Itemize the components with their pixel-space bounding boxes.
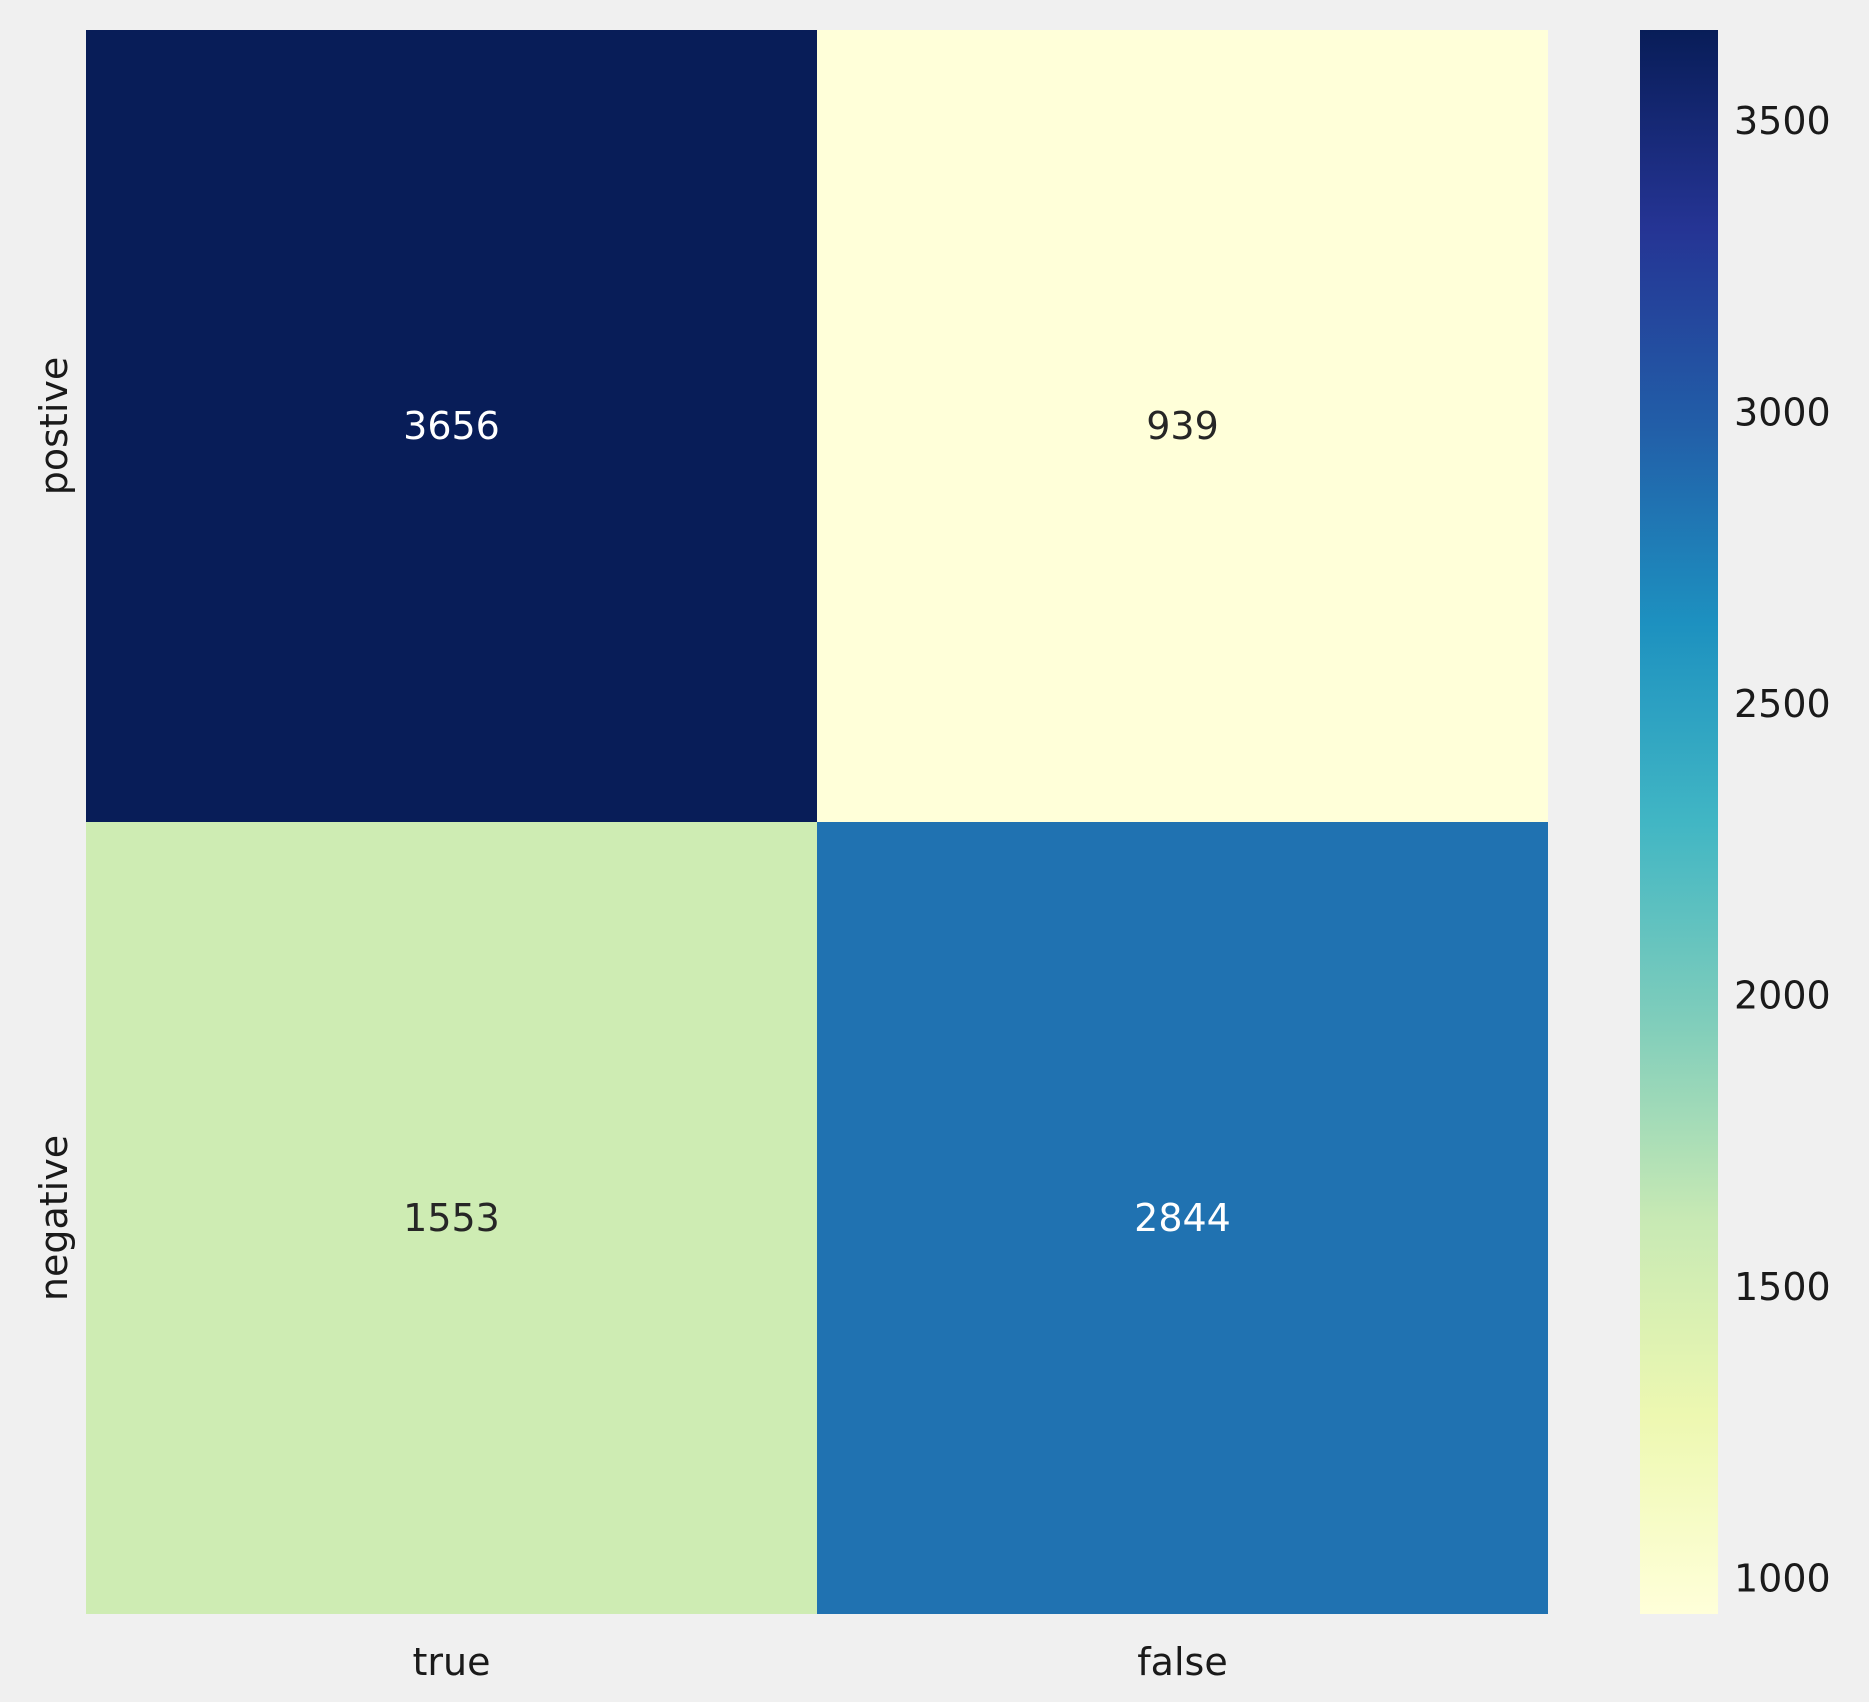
heatmap-cell-0-1 (817, 30, 1548, 822)
colorbar-tick-3000: 3000 (1734, 390, 1831, 434)
colorbar-tick-2500: 2500 (1734, 682, 1831, 726)
y-tick-label-negative: negative (32, 1135, 76, 1301)
x-tick-label-true: true (413, 1640, 491, 1684)
colorbar-tick-2000: 2000 (1734, 973, 1831, 1017)
colorbar-tick-1000: 1000 (1734, 1556, 1831, 1600)
colorbar (1640, 30, 1718, 1614)
heatmap-cell-value-1-0: 1553 (403, 1196, 500, 1240)
heatmap-cell-value-0-1: 939 (1146, 404, 1219, 448)
heatmap-cell-value-0-0: 3656 (403, 404, 500, 448)
y-tick-label-postive: postive (32, 357, 76, 496)
heatmap-cells: 3656 939 1553 2844 (86, 30, 1548, 1614)
x-axis-tick-labels: true false (413, 1640, 1228, 1684)
y-axis-tick-labels: postive negative (32, 357, 76, 1301)
colorbar-tick-1500: 1500 (1734, 1265, 1831, 1309)
x-tick-label-false: false (1137, 1640, 1227, 1684)
heatmap-cell-1-1 (817, 822, 1548, 1614)
heatmap-cell-value-1-1: 2844 (1134, 1196, 1231, 1240)
heatmap-cell-0-0 (86, 30, 817, 822)
colorbar-tick-3500: 3500 (1734, 99, 1831, 143)
colorbar-gradient (1640, 30, 1718, 1614)
colorbar-tick-labels: 1000 1500 2000 2500 3000 3500 (1734, 99, 1831, 1600)
heatmap-cell-1-0 (86, 822, 817, 1614)
